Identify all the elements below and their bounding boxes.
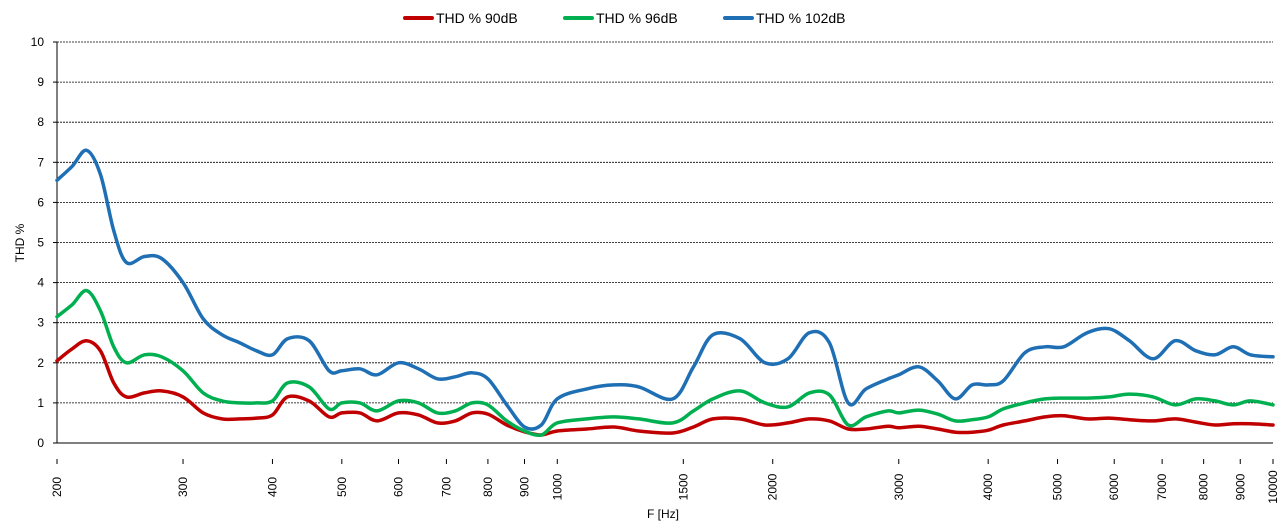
x-axis-title: F [Hz] bbox=[647, 507, 679, 521]
y-tick-label: 0 bbox=[37, 436, 44, 450]
gridlines bbox=[57, 41, 1273, 404]
x-tick-label: 8000 bbox=[1197, 473, 1211, 500]
y-tick-label: 4 bbox=[37, 276, 44, 290]
x-tick-label: 900 bbox=[518, 477, 532, 497]
x-tick-label: 9000 bbox=[1233, 473, 1247, 500]
y-tick-label: 8 bbox=[37, 115, 44, 129]
x-tick-label: 500 bbox=[335, 477, 349, 497]
legend: THD % 90dB THD % 96dB THD % 102dB bbox=[403, 10, 845, 26]
x-tick-label: 300 bbox=[176, 477, 190, 497]
series-lines bbox=[55, 148, 1275, 438]
series-line-2 bbox=[55, 288, 1275, 438]
y-tick-label: 1 bbox=[37, 396, 44, 410]
legend-item-1: THD % 90dB bbox=[403, 10, 518, 26]
y-tick-label: 2 bbox=[37, 356, 44, 370]
legend-label: THD % 96dB bbox=[596, 10, 678, 26]
y-tick-label: 10 bbox=[31, 35, 45, 49]
legend-item-3: THD % 102dB bbox=[723, 10, 845, 26]
x-tick-label: 600 bbox=[391, 477, 405, 497]
x-tick-label: 10000 bbox=[1266, 470, 1278, 504]
x-tick-label: 1500 bbox=[676, 473, 690, 500]
x-tick-label: 7000 bbox=[1155, 473, 1169, 500]
x-tick-label: 700 bbox=[439, 477, 453, 497]
legend-item-2: THD % 96dB bbox=[563, 10, 678, 26]
legend-label: THD % 102dB bbox=[756, 10, 845, 26]
x-tick-label: 800 bbox=[481, 477, 495, 497]
y-axis-title: THD % bbox=[13, 223, 27, 262]
y-tick-label: 9 bbox=[37, 75, 44, 89]
series-line-3 bbox=[55, 148, 1275, 431]
y-axis-ticks: 0 1 2 3 4 5 6 7 8 9 10 bbox=[31, 35, 57, 450]
y-tick-label: 3 bbox=[37, 316, 44, 330]
y-tick-label: 6 bbox=[37, 195, 44, 209]
x-axis-ticks: 200 300 400 500 600 700 800 900 1000 1500 2000 3000… bbox=[50, 459, 1278, 504]
x-tick-label: 3000 bbox=[892, 473, 906, 500]
x-tick-label: 200 bbox=[50, 477, 64, 497]
x-tick-label: 400 bbox=[265, 477, 279, 497]
x-tick-label: 5000 bbox=[1051, 473, 1065, 500]
y-tick-label: 7 bbox=[37, 155, 44, 169]
x-tick-label: 6000 bbox=[1107, 473, 1121, 500]
series-line-1 bbox=[55, 338, 1275, 437]
x-tick-label: 1000 bbox=[550, 473, 564, 500]
legend-label: THD % 90dB bbox=[436, 10, 518, 26]
x-tick-label: 2000 bbox=[766, 473, 780, 500]
y-tick-label: 5 bbox=[37, 236, 44, 250]
x-tick-label: 4000 bbox=[981, 473, 995, 500]
